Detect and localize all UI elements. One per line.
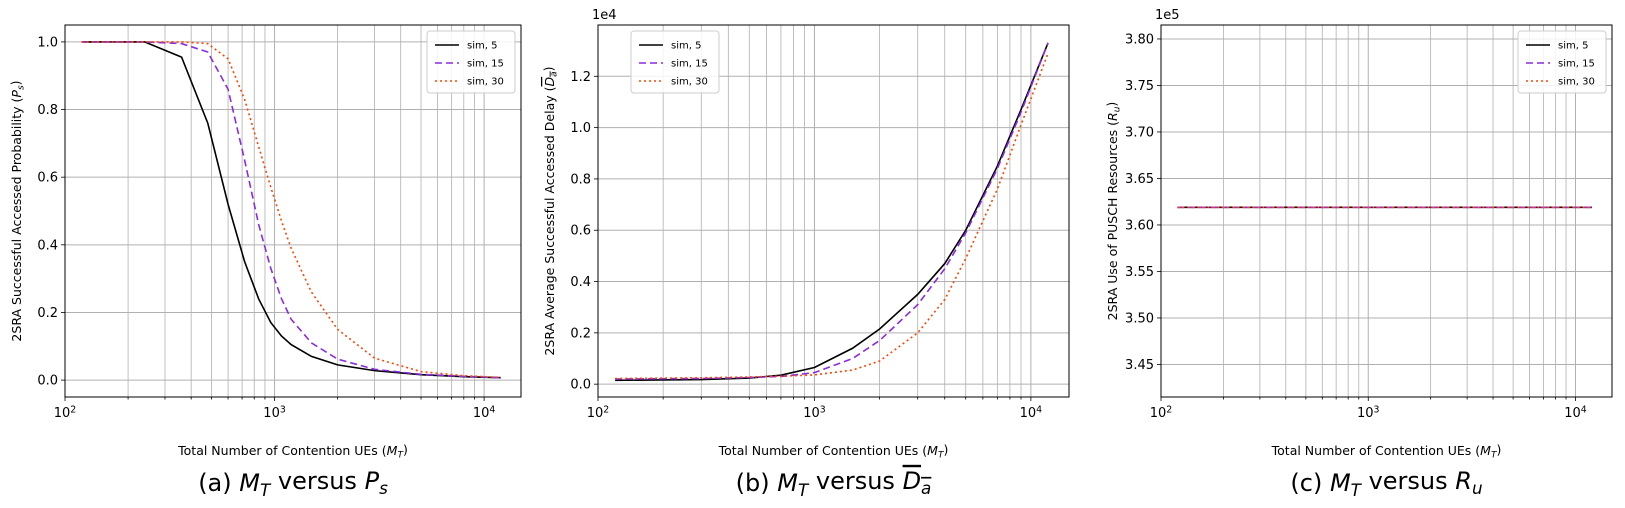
y-tick-label: 0.2 <box>570 326 591 341</box>
x-axis-label: Total Number of Contention UEs (MT​) <box>1271 442 1502 461</box>
y-tick-label: 0.2 <box>37 306 58 321</box>
y-tick-label: 3.80 <box>1125 32 1154 47</box>
legend-entry: sim, 5 <box>467 41 497 52</box>
y-tick-label: 1.2 <box>570 70 591 85</box>
legend-entry: sim, 15 <box>1558 59 1595 70</box>
axes-frame <box>64 24 522 398</box>
y-axis-label: 2SRA Successful Accessed Probability (Ps… <box>8 80 27 341</box>
legend-entry: sim, 15 <box>671 59 708 70</box>
x-tick-label: 102 <box>1150 404 1173 421</box>
y-tick-label: 0.0 <box>570 378 591 393</box>
axes-frame <box>1160 24 1613 398</box>
x-axis-label: Total Number of Contention UEs (MT​) <box>177 442 408 461</box>
chart-a: 0.0 0.2 0.4 0.6 0.8 1.0 102 103 104 sim, 5 sim, 15… <box>8 24 522 500</box>
y-tick-label: 1.0 <box>570 121 591 136</box>
y-axis-label: 2SRA Use of PUSCH Resources (Ru​) <box>1104 102 1123 321</box>
series-line-sim-30 <box>81 41 501 379</box>
legend-box <box>630 30 720 94</box>
x-tick-label: 104 <box>1564 404 1587 421</box>
legend-entry: sim, 15 <box>467 59 504 70</box>
subfigure-caption: (a) MT​ versus Ps​ <box>198 467 388 500</box>
legend-entry: sim, 30 <box>467 77 504 88</box>
legend-entry: sim, 30 <box>671 77 708 88</box>
y-tick-label: 0.8 <box>570 172 591 187</box>
series-line-sim-15 <box>81 41 501 379</box>
y-tick-label: 0.4 <box>37 238 58 253</box>
x-tick-label: 103 <box>263 404 286 421</box>
axis-offset-label: 1e5 <box>1155 8 1180 23</box>
legend: sim, 5 sim, 15 sim, 30 <box>426 30 516 94</box>
legend: sim, 5 sim, 15 sim, 30 <box>630 30 720 94</box>
y-tick-label: 0.6 <box>37 171 58 186</box>
legend-entry: sim, 5 <box>671 41 701 52</box>
subfigure-caption: (c) MT​ versus Ru​ <box>1290 467 1482 500</box>
axes-frame <box>597 24 1070 398</box>
x-tick-label: 104 <box>1020 404 1043 421</box>
y-tick-label: 0.6 <box>570 224 591 239</box>
x-tick-label: 102 <box>54 404 77 421</box>
y-tick-label: 0.8 <box>37 103 58 118</box>
x-tick-label: 103 <box>803 404 826 421</box>
series-line-sim-15 <box>615 42 1049 380</box>
y-tick-label: 3.65 <box>1125 172 1154 187</box>
subfigure-caption: (b) MT​ versus Da​ <box>736 467 932 500</box>
series-line-sim-30 <box>615 52 1049 380</box>
x-axis-label: Total Number of Contention UEs (MT​) <box>718 442 949 461</box>
series-line-sim-5 <box>81 41 501 379</box>
y-tick-label: 3.45 <box>1125 358 1154 373</box>
legend: sim, 5 sim, 15 sim, 30 <box>1517 30 1607 94</box>
chart-c: 3.45 3.50 3.55 3.60 3.65 3.70 3.75 3.80 102 103 10… <box>1104 8 1613 500</box>
axis-offset-label: 1e4 <box>592 8 617 23</box>
y-tick-label: 3.60 <box>1125 218 1154 233</box>
y-tick-label: 3.50 <box>1125 311 1154 326</box>
y-axis-label: 2SRA Average Successful Accessed Delay (… <box>541 66 560 355</box>
legend-box <box>1517 30 1607 94</box>
legend-entry: sim, 30 <box>1558 77 1595 88</box>
x-tick-label: 102 <box>587 404 610 421</box>
x-tick-label: 104 <box>473 404 496 421</box>
y-tick-label: 1.0 <box>37 35 58 50</box>
y-tick-label: 3.55 <box>1125 265 1154 280</box>
legend-entry: sim, 5 <box>1558 41 1588 52</box>
y-tick-label: 0.4 <box>570 275 591 290</box>
legend-box <box>426 30 516 94</box>
y-tick-label: 3.75 <box>1125 79 1154 94</box>
y-tick-label: 0.0 <box>37 374 58 389</box>
y-tick-label: 3.70 <box>1125 125 1154 140</box>
x-tick-label: 103 <box>1357 404 1380 421</box>
